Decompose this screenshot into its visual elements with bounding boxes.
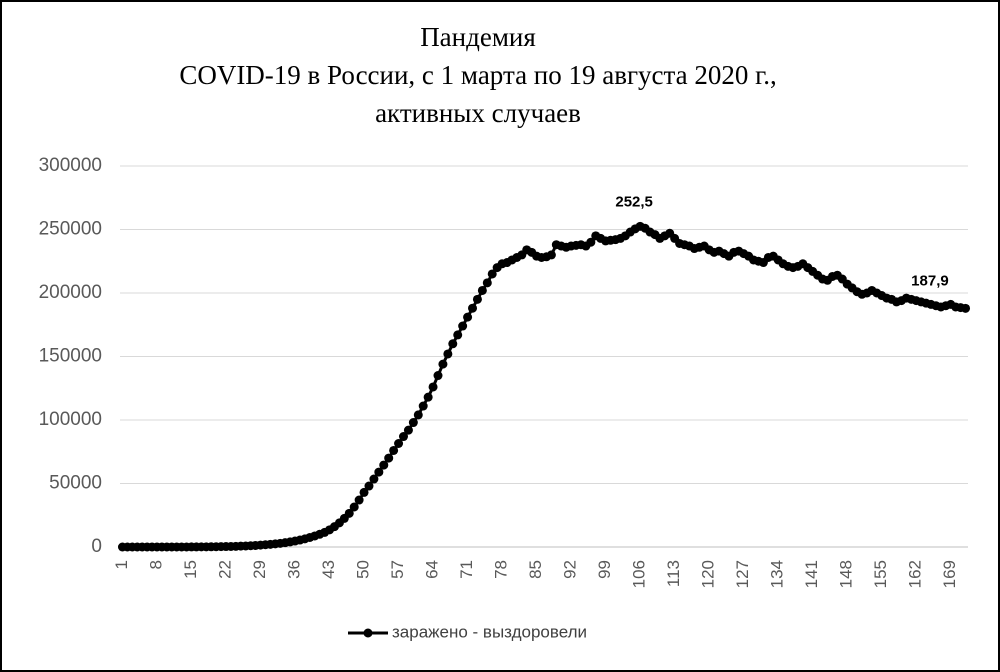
- x-tick-label: 78: [492, 560, 511, 579]
- x-tick-label: 1: [112, 560, 131, 569]
- data-point: [487, 269, 497, 279]
- data-label: 252,5: [615, 193, 653, 210]
- chart-title: активных случаев: [375, 98, 581, 128]
- data-point: [438, 359, 448, 369]
- y-tick-label: 250000: [39, 219, 102, 240]
- data-point: [482, 278, 492, 288]
- data-point: [428, 382, 438, 392]
- x-tick-label: 22: [215, 560, 234, 579]
- y-tick-label: 150000: [39, 346, 102, 367]
- data-point: [472, 294, 482, 304]
- data-point: [364, 481, 374, 491]
- data-point: [394, 438, 404, 448]
- data-point: [359, 487, 369, 497]
- x-tick-label: 113: [664, 560, 683, 587]
- x-tick-label: 50: [354, 560, 373, 579]
- data-point: [384, 453, 394, 463]
- y-tick-label: 50000: [49, 473, 102, 494]
- x-tick-label: 127: [733, 560, 752, 588]
- x-tick-label: 92: [561, 560, 580, 579]
- y-tick-label: 300000: [39, 155, 102, 176]
- x-tick-label: 36: [285, 560, 304, 579]
- x-tick-label: 148: [837, 560, 856, 588]
- data-point: [374, 467, 384, 477]
- x-tick-label: 8: [146, 560, 165, 569]
- x-tick-label: 141: [802, 560, 821, 588]
- data-point: [398, 432, 408, 442]
- legend-label: заражено - выздоровели: [392, 622, 587, 641]
- chart-title: COVID-19 в России, с 1 марта по 19 авгус…: [179, 60, 776, 90]
- x-tick-label: 57: [388, 560, 407, 579]
- legend-marker: [363, 628, 373, 638]
- data-point: [379, 460, 389, 470]
- x-tick-label: 99: [595, 560, 614, 579]
- data-point: [418, 401, 428, 411]
- data-point: [448, 339, 458, 349]
- data-point: [453, 330, 463, 340]
- data-point: [468, 303, 478, 313]
- data-point: [413, 410, 423, 420]
- x-tick-label: 106: [630, 560, 649, 588]
- y-tick-label: 0: [91, 536, 102, 557]
- data-point: [458, 321, 468, 331]
- x-tick-label: 120: [699, 560, 718, 588]
- data-point: [423, 392, 433, 402]
- data-point: [586, 237, 596, 247]
- data-point: [443, 349, 453, 359]
- data-point: [433, 371, 443, 381]
- data-point: [403, 425, 413, 435]
- x-tick-label: 169: [940, 560, 959, 588]
- x-tick-label: 64: [423, 560, 442, 579]
- data-point: [477, 285, 487, 295]
- data-point: [354, 495, 364, 505]
- data-point: [961, 303, 971, 313]
- data-point: [463, 312, 473, 322]
- chart-title: Пандемия: [420, 22, 536, 52]
- data-point: [344, 508, 354, 518]
- data-point: [546, 250, 556, 260]
- x-tick-label: 85: [526, 560, 545, 579]
- x-tick-label: 162: [906, 560, 925, 588]
- x-tick-label: 15: [181, 560, 200, 579]
- x-tick-label: 43: [319, 560, 338, 579]
- data-point: [408, 418, 418, 428]
- x-tick-label: 29: [250, 560, 269, 579]
- data-label: 187,9: [911, 273, 949, 290]
- data-point: [389, 445, 399, 455]
- x-tick-label: 71: [457, 560, 476, 579]
- x-tick-label: 134: [768, 560, 787, 588]
- y-tick-label: 100000: [39, 409, 102, 430]
- x-tick-label: 155: [871, 560, 890, 588]
- data-point: [369, 474, 379, 484]
- data-point: [349, 502, 359, 512]
- y-tick-label: 200000: [39, 282, 102, 303]
